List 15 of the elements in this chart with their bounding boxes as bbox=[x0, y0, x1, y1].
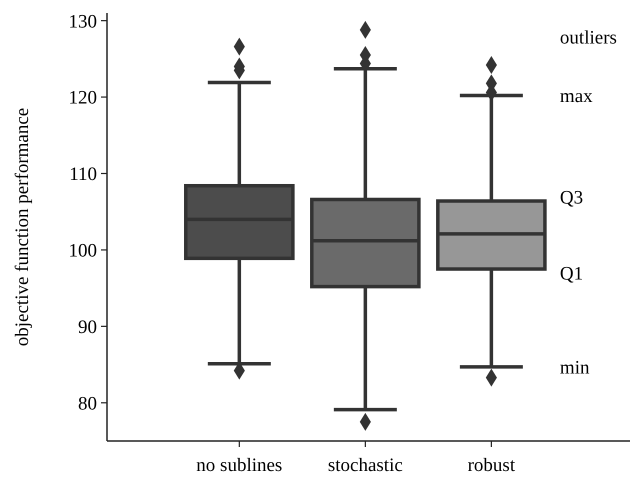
y-tick-label: 90 bbox=[78, 317, 97, 338]
annotation: max bbox=[560, 86, 594, 108]
y-axis-title: objective function performance bbox=[12, 108, 33, 346]
x-tick-label: stochastic bbox=[328, 455, 403, 476]
annotation: outliers bbox=[560, 28, 617, 49]
x-tick-label: no sublines bbox=[196, 455, 282, 476]
y-tick-label: 130 bbox=[68, 11, 97, 32]
annotation: min bbox=[560, 358, 590, 379]
y-tick-label: 120 bbox=[68, 88, 97, 109]
annotation: Q3 bbox=[560, 188, 584, 209]
y-tick-label: 110 bbox=[69, 164, 97, 186]
annotation: Q1 bbox=[560, 264, 584, 285]
y-tick-label: 80 bbox=[78, 393, 97, 414]
x-tick-label: robust bbox=[468, 455, 516, 476]
y-tick-label: 100 bbox=[68, 240, 97, 262]
